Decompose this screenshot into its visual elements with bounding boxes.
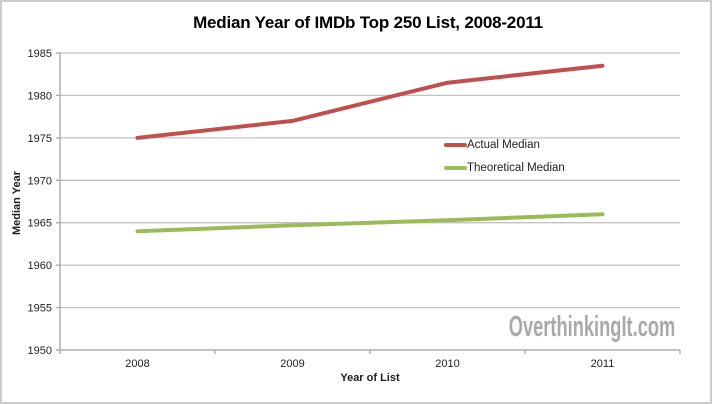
x-tick-label: 2008 (125, 358, 149, 370)
y-tick-label: 1985 (28, 48, 52, 60)
legend-swatch (444, 142, 467, 147)
watermark: OverthinkingIt.com (508, 311, 675, 343)
x-tick-label: 2009 (280, 358, 304, 370)
x-tick-label: 2011 (591, 358, 615, 370)
legend-swatch (444, 165, 467, 170)
y-axis-title: Median Year (11, 171, 23, 235)
y-tick-label: 1975 (28, 133, 52, 145)
legend-label: Theoretical Median (467, 161, 565, 174)
series-line-actual-median (135, 63, 605, 140)
y-tick-label: 1960 (28, 260, 52, 272)
y-tick-label: 1980 (28, 90, 52, 102)
x-axis-title: Year of List (340, 372, 400, 384)
y-tick-label: 1970 (28, 175, 52, 187)
y-tick-label: 1955 (28, 303, 52, 315)
chart-title: Median Year of IMDb Top 250 List, 2008-2… (193, 13, 543, 32)
legend: Actual Median Theoretical Median (444, 133, 565, 179)
x-tick-label: 2010 (435, 358, 459, 370)
legend-label: Actual Median (467, 138, 540, 151)
legend-item: Actual Median (444, 133, 565, 156)
series-line-theoretical-median (135, 212, 605, 234)
y-tick-label: 1965 (28, 218, 52, 230)
legend-item: Theoretical Median (444, 156, 565, 179)
y-tick-label: 1950 (28, 345, 52, 357)
